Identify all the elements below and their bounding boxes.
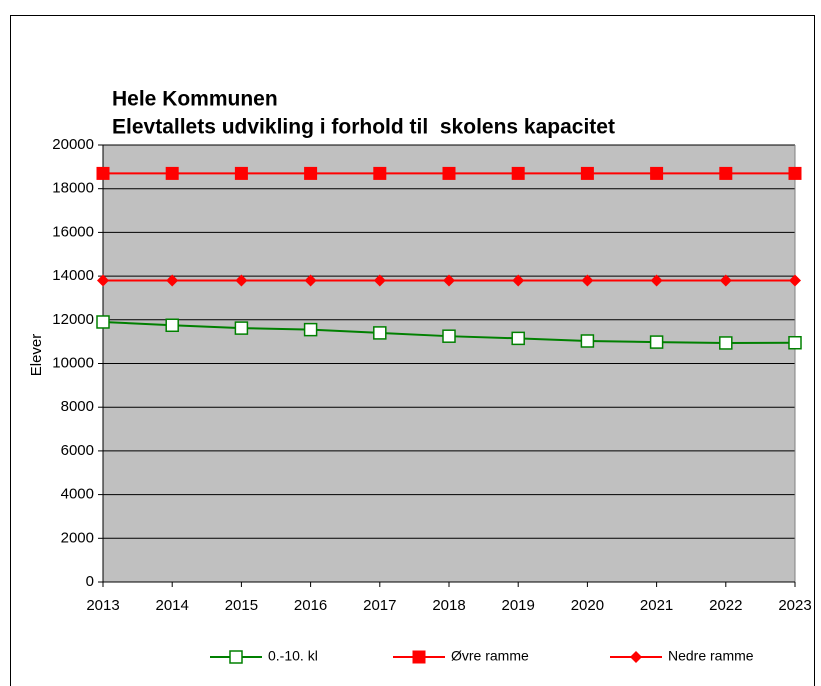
data-point [512, 274, 525, 287]
legend-marker [630, 651, 642, 663]
y-tick-label: 6000 [61, 442, 94, 459]
data-point [788, 335, 802, 350]
data-point [96, 315, 110, 329]
y-tick-label: 8000 [61, 398, 94, 415]
data-point [788, 166, 802, 180]
chart-title: Hele Kommunen [112, 88, 278, 111]
y-tick-label: 16000 [52, 223, 94, 240]
data-point [719, 336, 733, 350]
x-tick-label: 2013 [86, 597, 119, 614]
data-point [581, 274, 594, 287]
data-point [511, 166, 525, 180]
y-tick-label: 18000 [52, 180, 94, 197]
data-point [442, 166, 456, 180]
y-tick-label: 2000 [61, 529, 94, 546]
data-point [304, 166, 318, 180]
data-point [511, 331, 525, 346]
data-point [165, 166, 179, 180]
data-point [650, 166, 664, 180]
data-point [442, 329, 456, 343]
x-tick-label: 2018 [432, 597, 465, 614]
x-tick-label: 2023 [778, 597, 811, 614]
data-point [580, 166, 594, 180]
data-point [97, 274, 109, 287]
x-tick-label: 2014 [156, 597, 189, 614]
x-tick-label: 2016 [294, 597, 327, 614]
x-tick-label: 2020 [571, 597, 604, 614]
data-point [304, 274, 317, 287]
data-point [373, 274, 386, 287]
legend-label: Nedre ramme [668, 648, 754, 664]
data-point [719, 166, 733, 180]
y-axis-label: Elever [28, 334, 45, 377]
data-point [789, 274, 801, 287]
legend-label: Øvre ramme [451, 648, 529, 664]
data-point [719, 274, 732, 287]
x-tick-label: 2019 [502, 597, 535, 614]
legend-marker [229, 650, 243, 664]
data-point [96, 166, 110, 180]
y-tick-label: 14000 [52, 267, 94, 284]
data-point [234, 321, 249, 335]
data-point [165, 318, 179, 333]
data-point [580, 334, 595, 348]
y-tick-label: 4000 [61, 486, 94, 503]
data-point [234, 166, 248, 180]
chart-subtitle: Elevtallets udvikling i forhold til skol… [112, 116, 615, 139]
y-tick-label: 20000 [52, 136, 94, 153]
x-tick-label: 2022 [709, 597, 742, 614]
data-point [650, 274, 663, 287]
data-point [303, 322, 318, 337]
data-point [649, 335, 664, 349]
x-tick-label: 2021 [640, 597, 673, 614]
y-tick-label: 0 [86, 573, 94, 590]
data-point [373, 166, 387, 180]
y-tick-label: 10000 [52, 354, 94, 371]
data-point [443, 274, 455, 287]
y-tick-label: 12000 [52, 311, 94, 328]
data-point [235, 274, 248, 287]
legend-label: 0.-10. kl [268, 648, 318, 664]
legend-marker [412, 650, 426, 664]
data-point [373, 326, 387, 340]
data-point [166, 274, 179, 287]
x-tick-label: 2015 [225, 597, 258, 614]
x-tick-label: 2017 [363, 597, 396, 614]
